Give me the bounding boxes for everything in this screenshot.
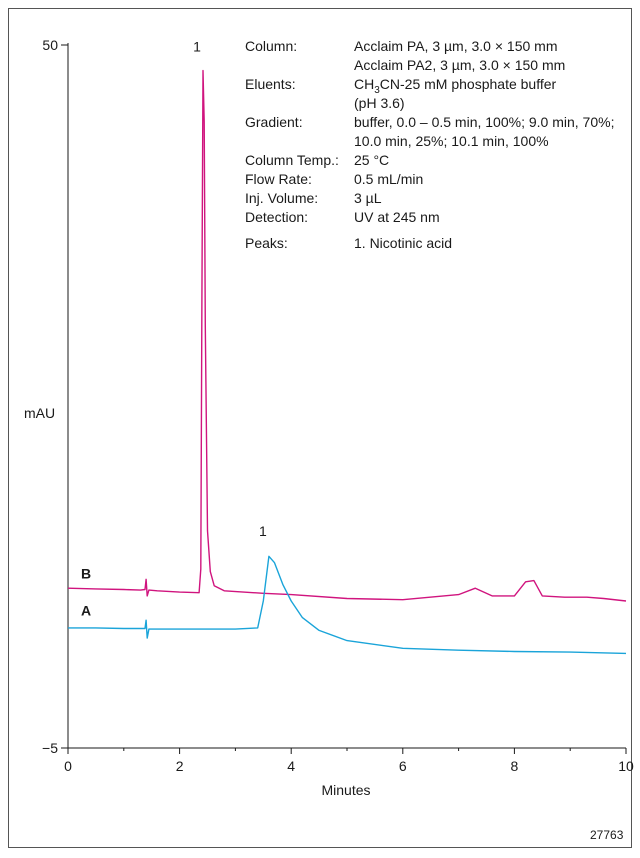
y-axis-label: mAU — [24, 405, 55, 421]
x-tick-label: 2 — [176, 758, 184, 774]
peak-label: 1 — [193, 38, 201, 54]
condition-value: UV at 245 nm — [354, 209, 440, 225]
x-tick-label: 8 — [511, 758, 519, 774]
x-axis-label: Minutes — [321, 782, 370, 798]
condition-value: (pH 3.6) — [354, 95, 405, 111]
plot-area: B A 1 1 — [67, 38, 627, 655]
condition-label: Eluents: — [245, 76, 296, 92]
condition-value: 25 °C — [354, 152, 390, 168]
condition-value: 0.5 mL/min — [354, 171, 424, 187]
peak-label: 1 — [259, 523, 267, 539]
x-tick-label: 10 — [618, 758, 634, 774]
peaks-value: 1. Nicotinic acid — [354, 235, 453, 251]
condition-label: Column: — [245, 38, 298, 54]
series-label-a: A — [81, 603, 91, 619]
series-line-a — [68, 555, 627, 655]
condition-value: CH3CN-25 mM phosphate buffer — [354, 76, 557, 96]
figure-frame — [8, 8, 632, 848]
condition-value: buffer, 0.0 – 0.5 min, 100%; 9.0 min, 70… — [354, 114, 615, 130]
condition-label: Column Temp.: — [245, 152, 339, 168]
y-tick-label: 50 — [42, 37, 58, 53]
document-number: 27763 — [590, 828, 624, 842]
condition-value: 10.0 min, 25%; 10.1 min, 100% — [354, 133, 549, 149]
x-tick-label: 4 — [287, 758, 295, 774]
condition-label: Gradient: — [245, 114, 303, 130]
condition-label: Inj. Volume: — [245, 190, 319, 206]
peaks-label: Peaks: — [245, 235, 288, 251]
x-tick-label: 6 — [399, 758, 407, 774]
x-tick-label: 0 — [64, 758, 72, 774]
condition-label: Flow Rate: — [245, 171, 312, 187]
axes: 0 2 4 6 8 10 −5 50 — [42, 37, 634, 774]
series-line-b — [67, 69, 627, 602]
condition-value: Acclaim PA, 3 µm, 3.0 × 150 mm — [354, 38, 558, 54]
y-tick-label: −5 — [42, 740, 58, 756]
conditions-block: Column: Acclaim PA, 3 µm, 3.0 × 150 mm Acc… — [245, 37, 635, 297]
series-label-b: B — [81, 566, 91, 582]
condition-value: 3 µL — [354, 190, 382, 206]
condition-value: Acclaim PA2, 3 µm, 3.0 × 150 mm — [354, 57, 566, 73]
condition-label: Detection: — [245, 209, 309, 225]
